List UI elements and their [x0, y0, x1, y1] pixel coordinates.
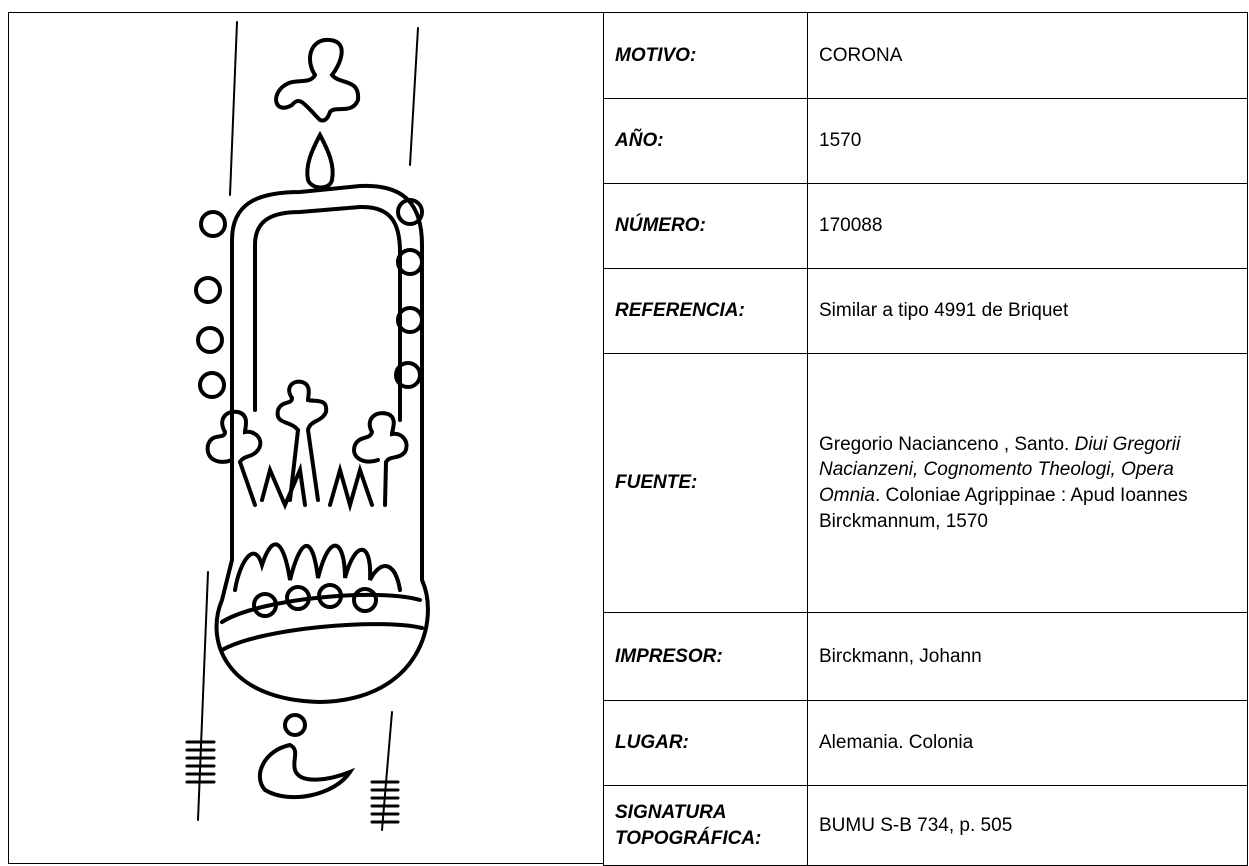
field-label: MOTIVO: [603, 12, 808, 99]
record-row: MOTIVO: CORONA [603, 12, 1248, 99]
record-row: AÑO: 1570 [603, 98, 1248, 184]
image-cell [8, 12, 603, 864]
value-text: BUMU S-B 734, p. 505 [819, 814, 1013, 836]
watermark-drawing [185, 21, 430, 831]
record-body: MOTIVO: CORONA AÑO: 1570 NÚMERO: 170088 REFERE… [603, 12, 1248, 866]
field-label: FUENTE: [603, 353, 808, 613]
field-label: IMPRESOR: [603, 612, 808, 701]
record-row: LUGAR: Alemania. Colonia [603, 700, 1248, 786]
field-value: Alemania. Colonia [807, 700, 1248, 786]
value-text: Similar a tipo 4991 de Briquet [819, 300, 1069, 322]
value-text: . Coloniae Agrippinae : Apud Ioannes Bir… [819, 485, 1188, 532]
field-value: 1570 [807, 98, 1248, 184]
field-value: CORONA [807, 12, 1248, 99]
field-label: SIGNATURA TOPOGRÁFICA: [603, 785, 808, 866]
value-text: Alemania. Colonia [819, 732, 974, 754]
field-value: BUMU S-B 734, p. 505 [807, 785, 1248, 866]
field-value: 170088 [807, 183, 1248, 269]
value-text: 170088 [819, 215, 883, 237]
record-table: MOTIVO: CORONA AÑO: 1570 NÚMERO: 170088 REFERE… [603, 12, 1248, 866]
value-text: CORONA [819, 44, 903, 66]
value-text: Gregorio Nacianceno , Santo. [819, 433, 1075, 455]
record-row: NÚMERO: 170088 [603, 183, 1248, 269]
value-text: Birckmann, Johann [819, 645, 982, 667]
value-text: 1570 [819, 130, 862, 152]
field-value: Similar a tipo 4991 de Briquet [807, 268, 1248, 354]
field-label: LUGAR: [603, 700, 808, 786]
field-value: Birckmann, Johann [807, 612, 1248, 701]
field-value: Gregorio Nacianceno , Santo. Diui Gregor… [807, 353, 1248, 613]
value-text: Diui Gregorii Nacianzeni, Cognomento The… [819, 433, 1181, 506]
record-row: REFERENCIA: Similar a tipo 4991 de Brique… [603, 268, 1248, 354]
record-row: IMPRESOR: Birckmann, Johann [603, 612, 1248, 701]
record-row: SIGNATURA TOPOGRÁFICA: BUMU S-B 734, p. 5… [603, 785, 1248, 866]
record-row: FUENTE: Gregorio Nacianceno , Santo. Diui… [603, 353, 1248, 613]
field-label: AÑO: [603, 98, 808, 184]
field-label: REFERENCIA: [603, 268, 808, 354]
field-label: NÚMERO: [603, 183, 808, 269]
